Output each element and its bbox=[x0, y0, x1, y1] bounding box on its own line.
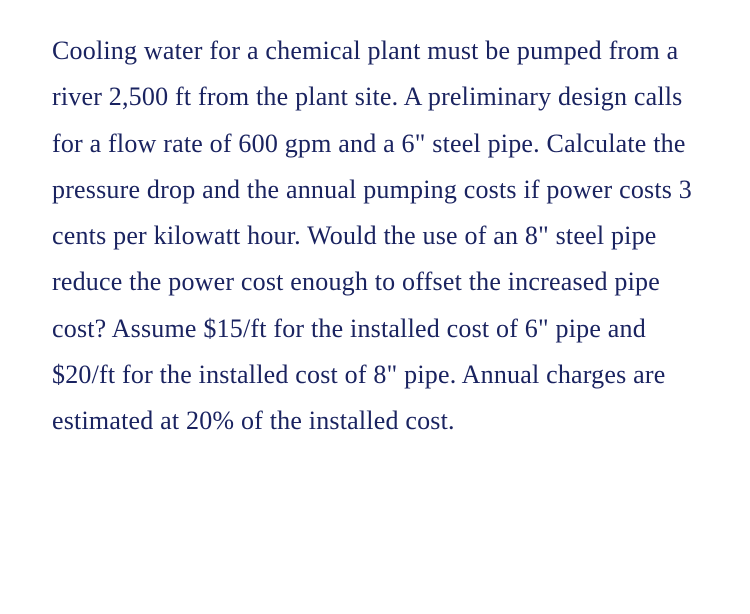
problem-statement: Cooling water for a chemical plant must … bbox=[52, 28, 698, 444]
